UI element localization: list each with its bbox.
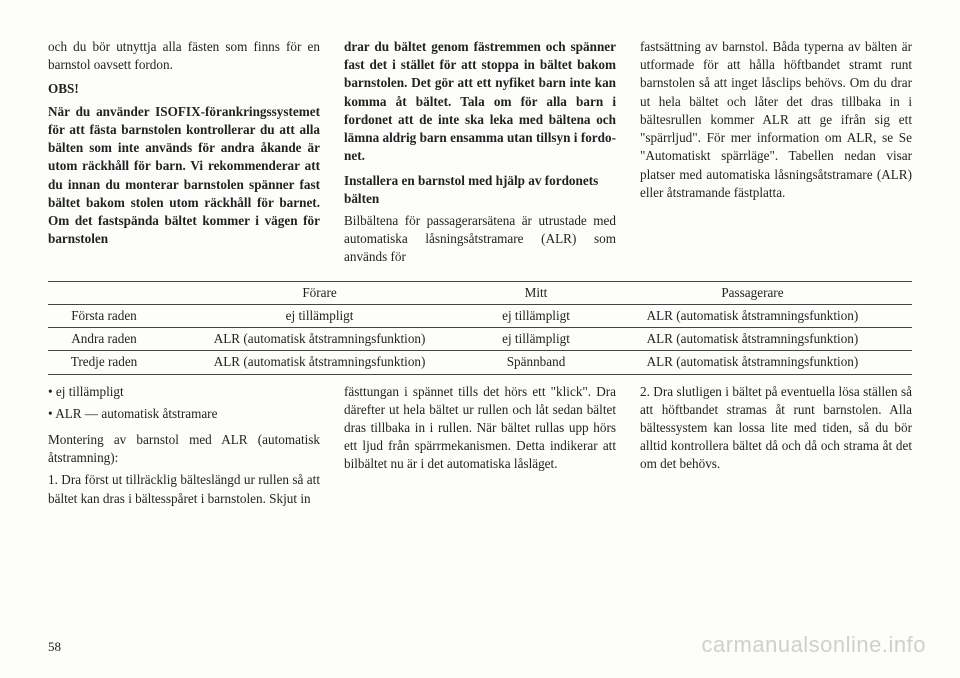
table-cell: Spännband: [479, 351, 593, 374]
table-row: Första raden ej tillämpligt ej tillämpli…: [48, 304, 912, 327]
bullet-list: ej tillämpligt ALR — automatisk åtstrama…: [48, 383, 320, 423]
table-cell: ALR (automatisk åtstram­ningsfunktion): [593, 304, 912, 327]
subhead-text: Installera en barnstol med hjälp av ford…: [344, 173, 598, 206]
table-cell: ALR (automatisk åtstram­ningsfunktion): [593, 328, 912, 351]
para-bold: drar du bältet genom fästremmen och spän…: [344, 38, 616, 166]
table-row: Tredje raden ALR (automatisk åtstram­nin…: [48, 351, 912, 374]
page-number: 58: [48, 638, 61, 656]
table-cell: ALR (automatisk åtstram­ningsfunktion): [160, 351, 479, 374]
bottom-columns: ej tillämpligt ALR — automatisk åtstrama…: [48, 383, 912, 512]
list-item: ej tillämpligt: [48, 383, 320, 401]
subhead: Installera en barnstol med hjälp av ford…: [344, 172, 616, 208]
bottom-column-2: fästtungan i spännet tills det hörs ett …: [344, 383, 616, 512]
column-1: och du bör utnyttja alla fästen som finn…: [48, 38, 320, 271]
watermark: carmanualsonline.info: [701, 630, 926, 660]
table-row: Andra raden ALR (automatisk åtstram­ning…: [48, 328, 912, 351]
list-item: ALR — automatisk åtstramare: [48, 405, 320, 423]
table-cell: ej tillämpligt: [479, 304, 593, 327]
column-2: drar du bältet genom fästremmen och spän…: [344, 38, 616, 271]
table-cell: ALR (automatisk åtstram­ningsfunktion): [593, 351, 912, 374]
table-cell: Första raden: [48, 304, 160, 327]
table-header-cell: Passagerare: [593, 281, 912, 304]
top-columns: och du bör utnyttja alla fästen som finn…: [48, 38, 912, 271]
para: och du bör utnyttja alla fästen som finn…: [48, 38, 320, 74]
table-cell: ej tillämpligt: [479, 328, 593, 351]
para: Montering av barnstol med ALR (au­tomati…: [48, 431, 320, 467]
para: 2. Dra slutligen i bältet på eventuella …: [640, 383, 912, 474]
para-bold: När du använder ISOFIX-förankringssystem…: [48, 103, 320, 249]
table-header-cell: Mitt: [479, 281, 593, 304]
para: fastsättning av barnstol. Båda ty­perna …: [640, 38, 912, 202]
table-header-row: Förare Mitt Passagerare: [48, 281, 912, 304]
table-cell: ej tillämpligt: [160, 304, 479, 327]
para: 1. Dra först ut tillräcklig bälteslängd …: [48, 471, 320, 507]
table-cell: Andra raden: [48, 328, 160, 351]
bottom-column-3: 2. Dra slutligen i bältet på eventuella …: [640, 383, 912, 512]
para: Bilbältena för passagerarsätena är ut­ru…: [344, 212, 616, 267]
bottom-column-1: ej tillämpligt ALR — automatisk åtstrama…: [48, 383, 320, 512]
para: fästtungan i spännet tills det hörs ett …: [344, 383, 616, 474]
table-cell: ALR (automatisk åtstram­ningsfunktion): [160, 328, 479, 351]
table-header-cell: [48, 281, 160, 304]
table-header-cell: Förare: [160, 281, 479, 304]
table-cell: Tredje raden: [48, 351, 160, 374]
column-3: fastsättning av barnstol. Båda ty­perna …: [640, 38, 912, 271]
alr-table: Förare Mitt Passagerare Första raden ej …: [48, 281, 912, 375]
obs-label: OBS!: [48, 80, 320, 98]
